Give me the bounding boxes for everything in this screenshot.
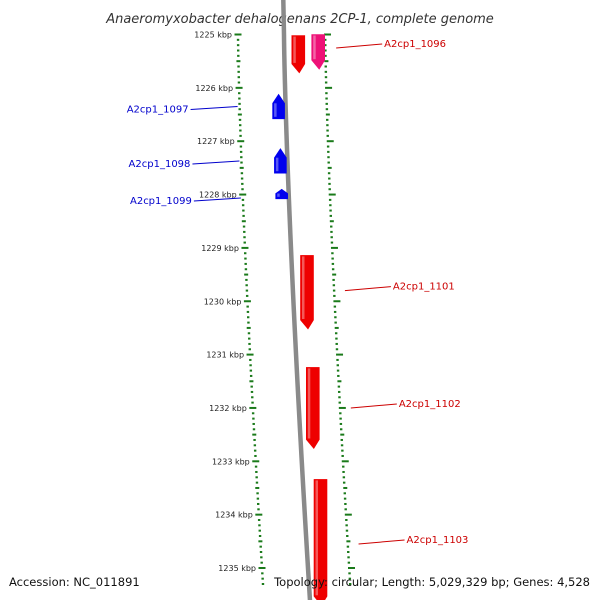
leader-line xyxy=(336,43,383,49)
gene-label-a2cp1-1102: A2cp1_1102 xyxy=(399,399,461,410)
scale-label: 1225 kbp xyxy=(194,31,232,40)
gene-label-a2cp1-1099: A2cp1_1099 xyxy=(130,196,192,207)
gene-label-a2cp1-1098: A2cp1_1098 xyxy=(129,159,191,170)
gene-features xyxy=(272,34,328,600)
gene-highlight xyxy=(277,193,280,197)
gene-arrow-a2cp1-1098 xyxy=(274,148,287,174)
gene-arrow-a2cp1-1102 xyxy=(305,367,320,450)
inner-tick-ring xyxy=(324,33,355,586)
scale-label: 1232 kbp xyxy=(209,404,247,413)
gene-highlight xyxy=(302,256,305,319)
map-title: Anaeromyxobacter dehalogenans 2CP-1, com… xyxy=(105,12,494,27)
gene-highlight xyxy=(293,36,296,63)
genome-summary-text: Topology: circular; Length: 5,029,329 bp… xyxy=(273,575,590,589)
gene-arrow-a2cp1-1103 xyxy=(313,479,328,600)
scale-label: 1227 kbp xyxy=(197,137,235,146)
leader-line xyxy=(358,539,405,545)
leader-line xyxy=(193,197,241,202)
gene-label-a2cp1-1096: A2cp1_1096 xyxy=(384,39,446,50)
gene-arrow-a2cp1-1099 xyxy=(275,188,289,200)
leader-line xyxy=(344,286,391,292)
gene-arrow-a2cp1-1097 xyxy=(272,93,285,120)
scale-labels: 1225 kbp 1226 kbp 1227 kbp 1228 kbp 1229 kbp… xyxy=(194,31,256,574)
gene-highlight xyxy=(307,368,311,439)
gene-label-a2cp1-1097: A2cp1_1097 xyxy=(127,105,189,116)
genome-backbone xyxy=(281,0,313,600)
gene-label-a2cp1-1103: A2cp1_1103 xyxy=(407,535,469,546)
gene-highlight xyxy=(313,35,316,60)
gene-highlight xyxy=(275,157,279,172)
scale-label: 1228 kbp xyxy=(199,191,237,200)
scale-label: 1231 kbp xyxy=(206,351,244,360)
gene-highlight xyxy=(274,103,277,117)
scale-label: 1233 kbp xyxy=(212,457,250,466)
scale-label: 1235 kbp xyxy=(218,564,256,573)
leader-line xyxy=(190,106,238,111)
outer-tick-ring xyxy=(234,33,266,586)
gene-labels: A2cp1_1096 A2cp1_1097 A2cp1_1098 A2cp1_1099… xyxy=(127,39,469,546)
accession-text: Accession: NC_011891 xyxy=(9,575,140,589)
gene-arrow-a2cp1-1096 xyxy=(311,34,326,70)
gene-highlight xyxy=(315,480,318,596)
scale-label: 1234 kbp xyxy=(215,511,253,520)
leader-line xyxy=(350,403,397,409)
gene-label-a2cp1-1101: A2cp1_1101 xyxy=(393,282,455,293)
scale-label: 1230 kbp xyxy=(204,297,242,306)
gene-arrow-a2cp1-1101 xyxy=(300,255,314,330)
leader-line xyxy=(192,160,240,165)
gene-arrow-g1096a xyxy=(291,35,306,74)
scale-label: 1229 kbp xyxy=(201,244,239,253)
scale-label: 1226 kbp xyxy=(195,84,233,93)
